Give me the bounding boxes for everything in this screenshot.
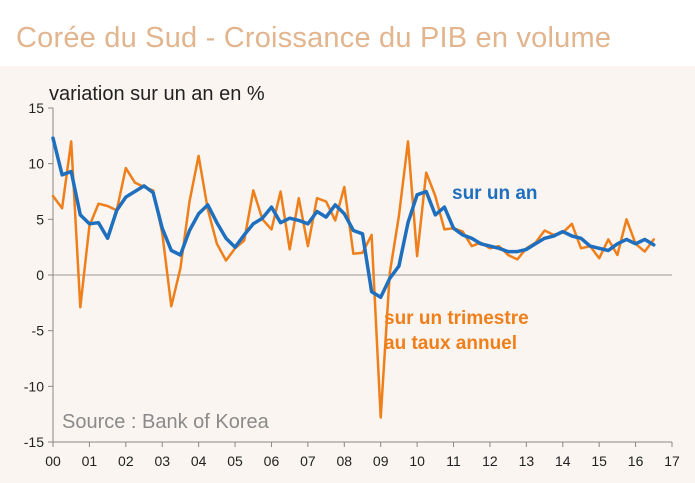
x-tick-label: 07 [300,453,316,469]
x-tick-label: 00 [45,453,61,469]
x-tick-label: 06 [264,453,280,469]
x-tick-label: 08 [337,453,353,469]
series-label-quarterly: sur un trimestre au taux annuel [384,306,529,356]
x-tick-label: 02 [118,453,134,469]
x-tick-label: 10 [409,453,425,469]
x-tick-label: 13 [519,453,535,469]
x-tick-label: 09 [373,453,389,469]
x-tick-label: 11 [446,453,461,469]
x-tick-label: 16 [628,453,644,469]
x-tick-label: 12 [482,453,498,469]
x-tick-label: 05 [227,453,243,469]
chart-series [51,136,656,419]
x-tick-label: 14 [555,453,571,469]
x-tick-label: 17 [664,453,680,469]
chart-title: Corée du Sud - Croissance du PIB en volu… [16,22,612,54]
series-line-annual [51,136,656,300]
series-label-quarterly-line1: sur un trimestre [384,308,529,329]
y-tick-label: -15 [24,434,44,450]
x-tick-label: 15 [591,453,607,469]
x-tick-label: 03 [154,453,170,469]
y-tick-label: 10 [28,156,44,172]
x-tick-label: 01 [82,453,98,469]
y-tick-label: 15 [28,100,44,116]
x-tick-label: 04 [191,453,207,469]
series-label-annual: sur un an [452,183,538,204]
series-line-quarterly [51,140,656,419]
y-tick-label: 5 [36,211,44,227]
y-tick-label: -10 [24,378,44,394]
y-tick-label: 0 [36,267,44,283]
y-tick-label: -5 [32,323,45,339]
source-note: Source : Bank of Korea [62,411,269,433]
y-axis-label: variation sur un an en % [49,83,265,105]
series-label-quarterly-line2: au taux annuel [384,333,518,354]
